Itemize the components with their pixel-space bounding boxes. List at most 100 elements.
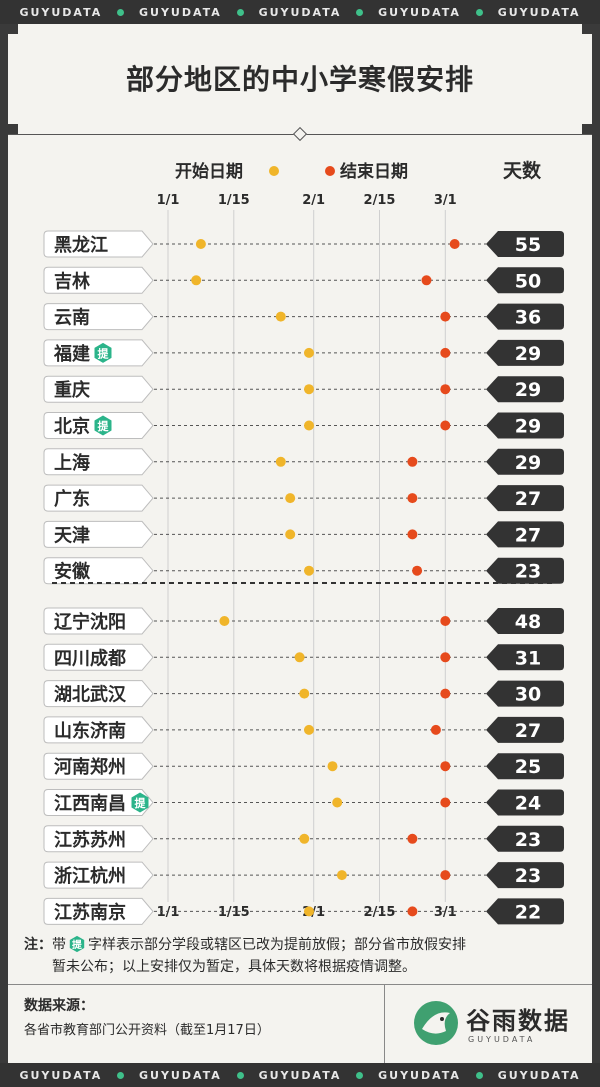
- source-section: 数据来源： 各省市教育部门公开资料（截至1月17日） 谷雨数据 GUYUDATA: [8, 984, 592, 1064]
- days-tag: [486, 608, 564, 634]
- days-tag: [486, 644, 564, 671]
- end-dot: [440, 311, 451, 322]
- region-tag: [43, 607, 154, 635]
- start-dot: [336, 870, 347, 881]
- brand-text: GUYUDATA: [19, 1068, 103, 1082]
- days-value: 27: [515, 720, 541, 742]
- brand-text: GUYUDATA: [258, 1068, 342, 1082]
- days-value: 31: [515, 647, 541, 669]
- days-value: 24: [515, 793, 541, 815]
- chart-row: 北京提 29: [43, 412, 564, 439]
- days-tag: [486, 448, 564, 475]
- dot-icon: [356, 8, 364, 16]
- days-tag: [486, 557, 564, 584]
- days-value: 22: [515, 901, 541, 923]
- start-dot: [275, 456, 286, 467]
- end-dot: [407, 493, 418, 504]
- source-label: 数据来源：: [24, 998, 94, 1014]
- end-dot: [407, 529, 418, 540]
- days-value: 25: [515, 756, 541, 778]
- x-tick-label: 1/15: [218, 193, 250, 208]
- chart-row: 江苏南京 22: [43, 897, 564, 925]
- region-tag: [43, 789, 154, 816]
- region-label: 安徽: [54, 561, 91, 583]
- days-header: 天数: [503, 159, 542, 182]
- main-panel: 部分地区的中小学寒假安排 开始日期 结束日期 天数 1/1 1/15 2/1 2/15…: [8, 24, 592, 1064]
- region-label: 浙江杭州: [54, 865, 126, 887]
- days-value: 27: [515, 524, 541, 546]
- days-tag: [486, 267, 564, 294]
- start-dot: [299, 833, 310, 844]
- days-tag: [486, 862, 564, 889]
- brand-text: GUYUDATA: [139, 1068, 222, 1082]
- hint-badge-shape: [131, 792, 149, 813]
- chart-row: 山东济南 27: [43, 716, 564, 744]
- chart-row: 上海 29: [43, 448, 564, 476]
- brand-band-top: GUYUDATA GUYUDATA GUYUDATA GUYUDATA GUYU…: [0, 0, 600, 24]
- dot-icon: [236, 8, 244, 16]
- chart-row: 安徽 23: [43, 557, 564, 585]
- legend-start-label: 开始日期: [175, 161, 243, 182]
- end-dot: [421, 275, 432, 286]
- region-label: 辽宁沈阳: [54, 611, 126, 633]
- note-prefix: 注：: [24, 937, 52, 953]
- hint-badge-shape: [94, 415, 112, 436]
- x-tick-label: 1/15: [218, 905, 250, 920]
- end-dot: [440, 652, 451, 663]
- hint-badge-icon: 提: [94, 415, 112, 436]
- days-value: 23: [515, 865, 541, 887]
- region-label: 北京: [54, 416, 90, 438]
- region-tag: [43, 716, 154, 744]
- brand-text: GUYUDATA: [378, 1068, 461, 1082]
- note-text: 带: [52, 937, 66, 953]
- region-label: 上海: [54, 452, 90, 474]
- end-dot: [440, 797, 451, 808]
- x-tick-label: 2/1: [302, 193, 325, 208]
- corner-mark: [8, 24, 18, 34]
- dot-icon: [356, 1071, 364, 1079]
- days-value: 27: [515, 488, 541, 510]
- chart-row: 黑龙江 55: [43, 230, 564, 258]
- start-dot: [195, 239, 206, 249]
- days-tag: [486, 825, 564, 852]
- days-tag: [486, 753, 564, 780]
- region-label: 黑龙江: [54, 234, 108, 256]
- chart-row: 江苏苏州 23: [43, 825, 564, 853]
- days-value: 23: [515, 829, 541, 851]
- days-tag: [486, 789, 564, 816]
- region-tag: [43, 448, 154, 476]
- chart-row: 四川成都 31: [43, 643, 564, 671]
- logo-name: 谷雨数据: [466, 1006, 570, 1035]
- chart-row: 江西南昌提 24: [43, 789, 564, 816]
- chart-row: 云南 36: [43, 303, 564, 331]
- end-dot: [430, 724, 441, 735]
- region-tag: [43, 752, 154, 780]
- source-text: 各省市教育部门公开资料（截至1月17日）: [24, 1023, 270, 1038]
- footnote: 注：带提字样表示部分学段或辖区已改为提前放假；部分省市放假安排 暂未公布；以上安…: [24, 934, 584, 978]
- title-box: 部分地区的中小学寒假安排: [8, 24, 592, 134]
- region-label: 江苏南京: [54, 901, 126, 923]
- days-value: 29: [515, 452, 541, 474]
- start-dot: [299, 688, 310, 699]
- brand-text: GUYUDATA: [139, 5, 222, 19]
- start-dot: [327, 761, 338, 772]
- region-tag: [43, 303, 154, 331]
- chart-row: 湖北武汉 30: [43, 680, 564, 708]
- start-dot: [275, 311, 286, 322]
- end-dot: [407, 906, 418, 917]
- days-value: 55: [515, 234, 541, 256]
- chart-row: 浙江杭州 23: [43, 861, 564, 889]
- days-tag: [486, 231, 564, 257]
- logo-icon: [414, 1001, 458, 1045]
- end-dot: [412, 565, 423, 576]
- end-dot: [440, 384, 451, 395]
- start-dot: [285, 529, 296, 540]
- end-dot: [440, 761, 451, 772]
- region-tag: [43, 557, 154, 585]
- start-dot: [304, 420, 314, 431]
- end-dot: [440, 420, 451, 431]
- days-value: 50: [515, 270, 541, 292]
- days-tag: [486, 485, 564, 512]
- region-tag: [43, 230, 154, 258]
- corner-mark: [582, 24, 592, 34]
